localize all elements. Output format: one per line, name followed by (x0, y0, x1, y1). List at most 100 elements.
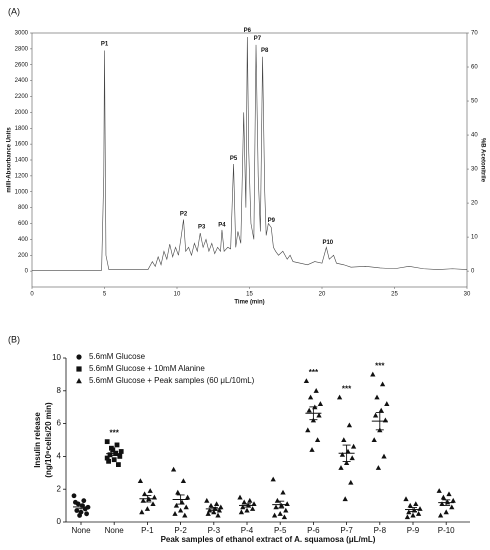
x-tick-label: P-10 (438, 526, 455, 535)
y-tick-label: 1800 (15, 126, 29, 132)
data-point (208, 502, 214, 508)
y-tick-label: 6 (57, 419, 62, 428)
data-point (104, 439, 110, 445)
data-point (440, 494, 447, 500)
data-point (410, 512, 416, 518)
x-tick-label: P-5 (274, 526, 287, 535)
data-point (177, 507, 184, 513)
data-point (104, 455, 110, 461)
peak-label: P1 (101, 42, 109, 48)
x-tick-label: 5 (103, 292, 107, 298)
data-point (338, 465, 344, 470)
y-tick-label: 1600 (15, 142, 29, 148)
data-point (339, 452, 346, 457)
data-point (139, 509, 145, 515)
x-axis-label: Time (min) (234, 300, 264, 306)
data-point (379, 381, 386, 387)
data-point (175, 489, 181, 495)
data-point (249, 506, 256, 511)
peak-label: P10 (322, 240, 333, 246)
x-tick-label: P-2 (174, 526, 187, 535)
data-point (280, 489, 286, 495)
data-point (372, 412, 379, 418)
y-tick-label: 4 (57, 452, 62, 461)
data-point (350, 443, 357, 449)
data-point (141, 491, 148, 497)
x-tick-label: 10 (174, 292, 181, 298)
data-point (110, 447, 116, 453)
data-point (437, 512, 444, 518)
data-point (140, 497, 146, 503)
peak-label: P3 (198, 224, 206, 230)
y-tick-label: 200 (18, 253, 29, 259)
data-point (384, 401, 390, 406)
y-axis-label: milli-Absorbance Units (7, 127, 13, 193)
significance-label: *** (342, 384, 352, 393)
y2-tick-label: 40 (471, 133, 478, 139)
data-point (277, 511, 283, 516)
x-axis-label: Peak samples of ethanol extract of A. sq… (161, 535, 376, 544)
data-point (205, 511, 211, 516)
data-point (413, 501, 419, 506)
legend-marker (76, 378, 82, 384)
data-point (81, 498, 87, 504)
y2-axis-label: %B Acetonitrile (479, 138, 485, 183)
data-point (436, 488, 442, 493)
data-point (114, 442, 120, 448)
y-tick-label: 2 (57, 484, 62, 493)
y-tick-label: 2000 (15, 110, 29, 116)
data-point (251, 501, 257, 506)
panel-label: (B) (8, 334, 20, 344)
data-point (341, 437, 347, 443)
data-point (144, 506, 151, 511)
data-point (349, 455, 355, 461)
data-point (313, 388, 319, 393)
data-point (443, 509, 449, 515)
data-point (381, 453, 387, 459)
data-point (370, 371, 376, 377)
y-tick-label: 2800 (15, 46, 29, 52)
legend-label: 5.6mM Glucose (89, 352, 146, 361)
data-point (71, 493, 77, 499)
y2-tick-label: 10 (471, 235, 478, 241)
y-tick-label: 1000 (15, 189, 29, 195)
data-point (303, 378, 310, 383)
significance-label: *** (110, 429, 120, 438)
data-point (73, 499, 78, 505)
y-tick-label: 2600 (15, 62, 29, 68)
data-point (317, 401, 324, 406)
data-point (215, 512, 221, 518)
data-point (281, 514, 288, 520)
peak-label: P8 (261, 48, 269, 54)
y-tick-label: 10 (52, 353, 61, 362)
data-point (284, 501, 290, 506)
x-tick-label: P-8 (374, 526, 387, 535)
y-tick-label: 1200 (15, 173, 29, 179)
y2-tick-label: 50 (471, 99, 478, 105)
data-point (403, 496, 409, 502)
peak-label: P6 (244, 28, 252, 34)
data-point (74, 508, 80, 513)
data-point (116, 462, 121, 467)
x-tick-label: P-4 (241, 526, 254, 535)
data-point (237, 494, 243, 500)
data-point (316, 412, 322, 418)
data-point (182, 512, 188, 518)
data-point (348, 479, 354, 485)
data-point (309, 447, 315, 452)
legend-label: 5.6mM Glucose + 10mM Alanine (89, 364, 205, 373)
y-tick-label: 2200 (15, 94, 29, 100)
y-axis-label: Insulin release (33, 412, 42, 468)
y2-tick-label: 20 (471, 201, 478, 207)
y-tick-label: 800 (18, 205, 29, 211)
data-point (375, 465, 382, 470)
data-point (450, 497, 456, 503)
data-point (170, 466, 177, 472)
data-point (106, 458, 111, 464)
panel-label: (A) (8, 6, 20, 16)
legend-marker (76, 366, 82, 372)
data-point (374, 394, 380, 400)
data-point (238, 509, 245, 515)
x-tick-label: P-6 (307, 526, 320, 535)
significance-label: *** (375, 362, 385, 371)
